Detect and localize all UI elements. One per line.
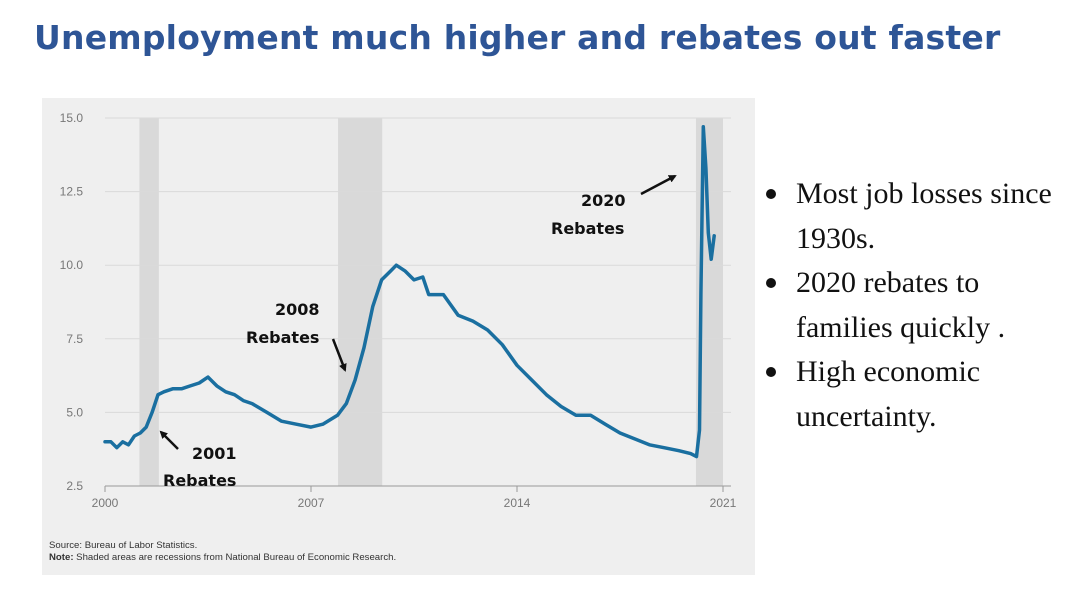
- annotation-2001-year: 2001: [192, 444, 237, 463]
- y-tick-label: 7.5: [66, 332, 83, 346]
- chart-note-label: Note:: [49, 552, 74, 563]
- bullet-item-rebates: 2020 rebates to families quickly .: [762, 261, 1067, 350]
- y-axis-ticks: 15.0 12.5 10.0 7.5 5.0 2.5: [60, 111, 84, 493]
- unemployment-rate-line: [103, 125, 716, 459]
- unemployment-chart: 15.0 12.5 10.0 7.5 5.0 2.5 2000 2007 2014 2021 2…: [60, 111, 737, 510]
- y-tick-label: 5.0: [66, 405, 83, 419]
- annotation-2020-year: 2020: [581, 191, 626, 210]
- chart-note: Note: Shaded areas are recessions from N…: [49, 552, 396, 564]
- y-tick-label: 2.5: [66, 479, 83, 493]
- x-tick-label: 2000: [92, 496, 119, 510]
- chart-notes: Source: Bureau of Labor Statistics. Note…: [49, 540, 396, 564]
- chart-source: Source: Bureau of Labor Statistics.: [49, 540, 198, 551]
- slide-title: Unemployment much higher and rebates out…: [34, 18, 1001, 57]
- bullet-item-uncertainty: High economic uncertainty.: [762, 350, 1067, 439]
- y-tick-label: 10.0: [60, 258, 84, 272]
- chart-panel: 15.0 12.5 10.0 7.5 5.0 2.5 2000 2007 2014 2021 2…: [42, 98, 755, 575]
- annotations: 2001 Rebates 2008 Rebates 2020 Rebates: [159, 174, 677, 490]
- x-tick-label: 2007: [298, 496, 325, 510]
- y-tick-label: 12.5: [60, 185, 84, 199]
- y-tick-label: 15.0: [60, 111, 84, 125]
- recession-band-1: [139, 118, 159, 486]
- x-tick-label: 2014: [504, 496, 531, 510]
- arrow-2008-rebates: [331, 338, 347, 372]
- bullet-item-job-losses: Most job losses since 1930s.: [762, 172, 1067, 261]
- recession-bands: [139, 118, 723, 486]
- annotation-2001-rebates: Rebates: [163, 471, 236, 490]
- annotation-2008-year: 2008: [275, 300, 320, 319]
- annotation-2020-rebates: Rebates: [551, 219, 624, 238]
- arrow-2020-rebates: [640, 174, 677, 196]
- x-tick-label: 2021: [710, 496, 737, 510]
- annotation-2008-rebates: Rebates: [246, 328, 319, 347]
- series-layer: [103, 125, 716, 459]
- chart-note-text: Shaded areas are recessions from Nationa…: [73, 552, 397, 563]
- gridlines: [105, 117, 731, 487]
- bullet-list: Most job losses since 1930s. 2020 rebate…: [762, 172, 1067, 439]
- arrow-2001-rebates: [159, 430, 179, 450]
- x-axis-ticks: 2000 2007 2014 2021: [92, 486, 737, 510]
